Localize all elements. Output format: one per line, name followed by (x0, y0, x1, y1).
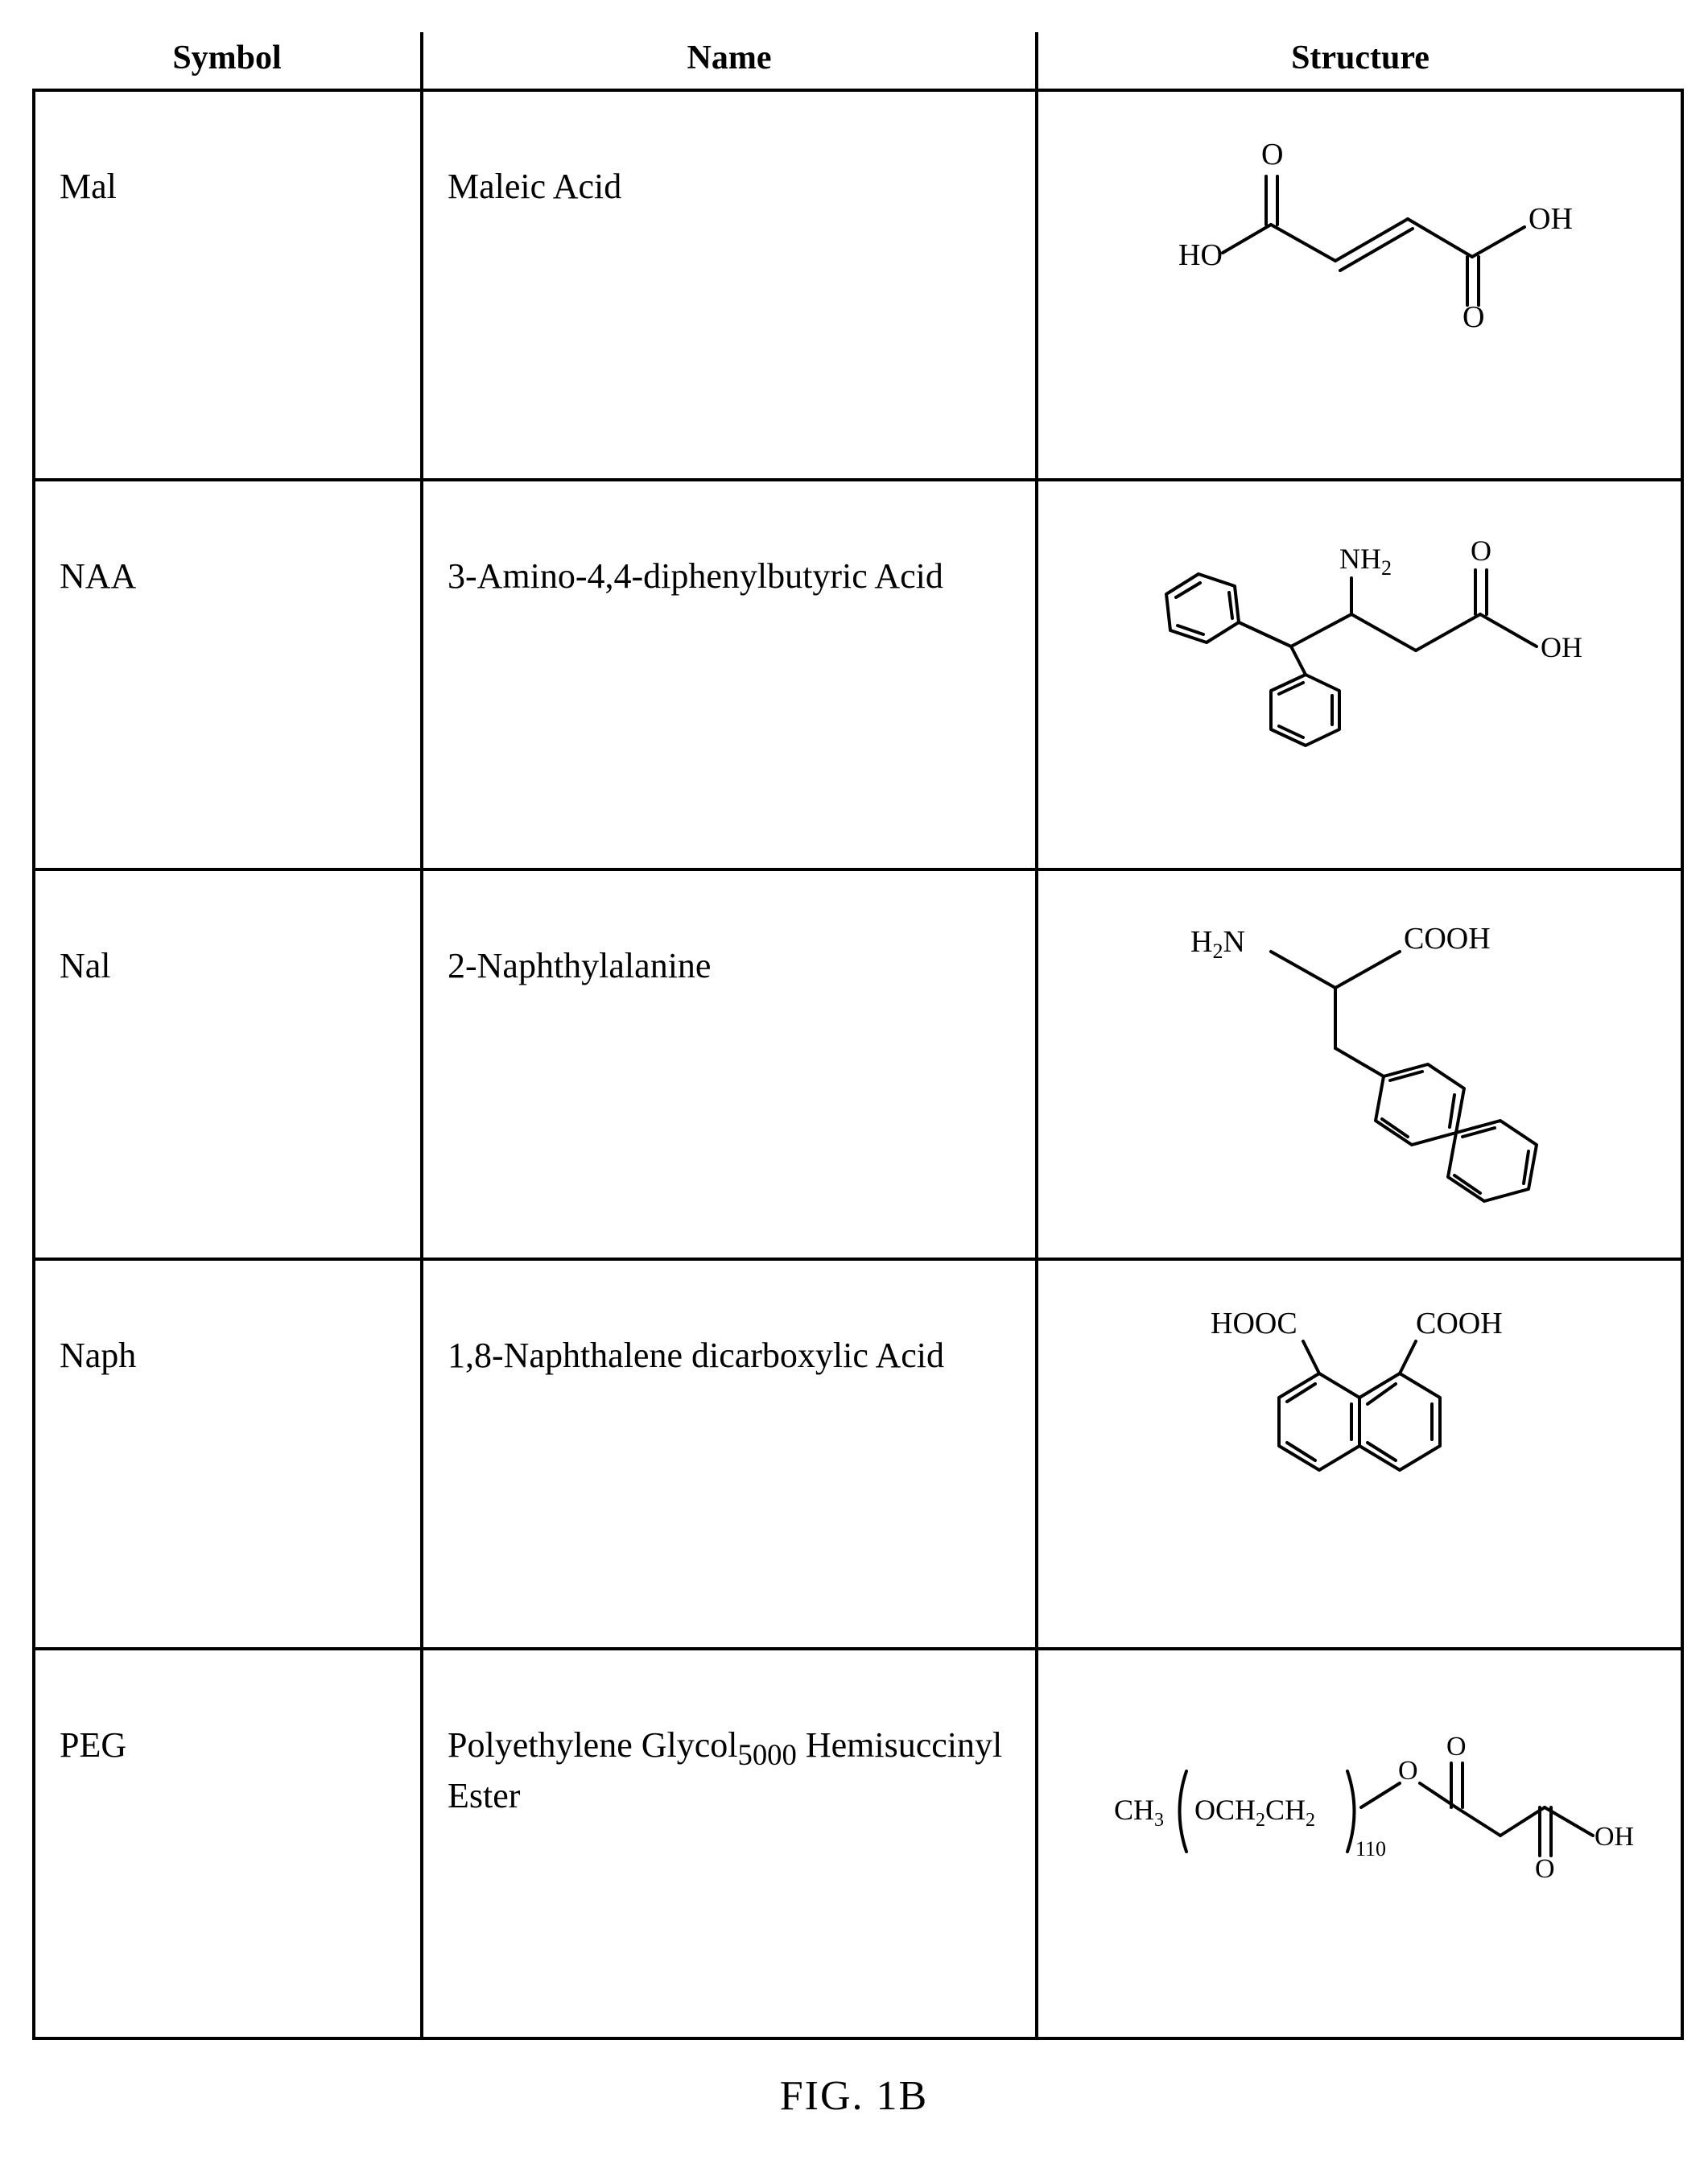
lbl-COOH: COOH (1404, 922, 1491, 956)
name-cell: Polyethylene Glycol5000 Hemisuccinyl Est… (423, 1650, 1035, 1842)
symbol-cell: Naph (35, 1261, 420, 1402)
symbol-cell: PEG (35, 1650, 420, 1791)
fig-number: 1B (877, 2073, 929, 2119)
lbl-CH3: CH3 (1114, 1794, 1164, 1831)
lbl-n: 110 (1355, 1837, 1386, 1861)
structure-cell: H2N COOH (1038, 871, 1681, 1258)
compound-table: Symbol Name Structure Mal Maleic Acid (32, 32, 1684, 2040)
lbl-HO: HO (1178, 238, 1223, 272)
header-row: Symbol Name Structure (34, 32, 1682, 90)
lbl-NH2: NH2 (1339, 543, 1392, 580)
lbl-OH: OH (1529, 202, 1573, 236)
lbl-O-c1: O (1446, 1732, 1467, 1761)
header-name: Name (422, 32, 1037, 90)
header-symbol: Symbol (34, 32, 422, 90)
name-cell: 2-Naphthylalanine (423, 871, 1035, 1012)
structure-cell: CH3 OCH2CH2 110 O O O OH (1038, 1650, 1681, 2037)
lbl-OCH2CH2: OCH2CH2 (1194, 1794, 1315, 1831)
symbol-cell: Nal (35, 871, 420, 1012)
struct-mal: HO O O OH (1134, 116, 1585, 325)
lbl-OH: OH (1541, 631, 1582, 663)
lbl-O: O (1471, 535, 1491, 567)
name-cell: 1,8-Naphthalene dicarboxylic Acid (423, 1261, 1035, 1402)
struct-peg: CH3 OCH2CH2 110 O O O OH (1078, 1675, 1641, 1916)
table-row: Nal 2-Naphthylalanine (34, 869, 1682, 1259)
table-row: NAA 3-Amino-4,4-diphenylbutyric Acid (34, 480, 1682, 869)
table-row: PEG Polyethylene Glycol5000 Hemisuccinyl… (34, 1649, 1682, 2038)
lbl-HOOC: HOOC (1211, 1307, 1298, 1340)
lbl-OH: OH (1595, 1822, 1634, 1852)
structure-cell: HOOC COOH (1038, 1261, 1681, 1647)
struct-naph: HOOC COOH (1134, 1285, 1585, 1559)
table-row: Naph 1,8-Naphthalene dicarboxylic Acid (34, 1259, 1682, 1649)
lbl-O1: O (1261, 138, 1283, 171)
name-cell: 3-Amino-4,4-diphenylbutyric Acid (423, 481, 1035, 622)
lbl-O2: O (1463, 300, 1484, 334)
structure-cell: NH2 O OH (1038, 481, 1681, 868)
header-structure: Structure (1037, 32, 1682, 90)
structure-cell: HO O O OH (1038, 92, 1681, 478)
table-row: Mal Maleic Acid (34, 90, 1682, 480)
lbl-O-ester: O (1398, 1756, 1418, 1786)
fig-prefix: FIG. (780, 2073, 877, 2119)
symbol-cell: Mal (35, 92, 420, 233)
lbl-H2N: H2N (1190, 925, 1245, 963)
struct-nal: H2N COOH (1134, 895, 1585, 1217)
lbl-O-c2: O (1535, 1854, 1555, 1884)
name-cell: Maleic Acid (423, 92, 1035, 233)
symbol-cell: NAA (35, 481, 420, 622)
figure-caption: FIG. 1B (32, 2072, 1676, 2120)
lbl-COOH: COOH (1416, 1307, 1503, 1340)
struct-naa: NH2 O OH (1110, 506, 1609, 779)
